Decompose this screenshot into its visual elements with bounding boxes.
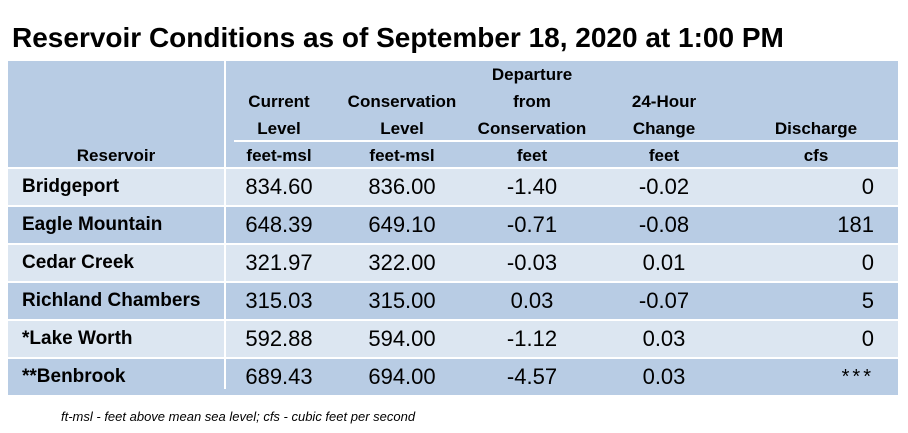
table-row: *Lake Worth 592.88 594.00 -1.12 0.03 0 bbox=[8, 319, 898, 357]
discharge-value: 181 bbox=[837, 212, 874, 237]
current-level: 321.97 bbox=[245, 250, 313, 275]
departure-value: -1.40 bbox=[506, 174, 558, 199]
table-header: Reservoir Current Level feet-msl Conserv… bbox=[8, 61, 898, 167]
discharge-value: 5 bbox=[861, 288, 874, 313]
change-value: 0.01 bbox=[642, 250, 686, 275]
page-title: Reservoir Conditions as of September 18,… bbox=[12, 22, 784, 53]
footnote: ft-msl - feet above mean sea level; cfs … bbox=[61, 409, 416, 424]
header-line: 24-Hour bbox=[631, 92, 697, 111]
conservation-level: 836.00 bbox=[368, 174, 436, 199]
current-level: 648.39 bbox=[245, 212, 313, 237]
header-line: Departure bbox=[491, 65, 573, 84]
discharge-value: 0 bbox=[861, 326, 874, 351]
departure-value: -4.57 bbox=[506, 364, 558, 389]
header-line: from bbox=[513, 92, 551, 111]
header-line: Level bbox=[257, 119, 301, 138]
header-line: Current bbox=[248, 92, 310, 111]
table-row: Bridgeport 834.60 836.00 -1.40 -0.02 0 bbox=[8, 167, 898, 205]
header-line: Conservation bbox=[347, 92, 457, 111]
header-line: feet bbox=[648, 146, 680, 165]
conservation-level: 694.00 bbox=[368, 364, 436, 389]
table-row: **Benbrook 689.43 694.00 -4.57 0.03 *** bbox=[8, 357, 898, 395]
reservoir-name: Bridgeport bbox=[22, 176, 120, 197]
header-24-hour-change: 24-Hour Change feet bbox=[594, 61, 734, 169]
departure-value: 0.03 bbox=[510, 288, 554, 313]
reservoir-name: Cedar Creek bbox=[22, 252, 134, 273]
reservoir-name: Richland Chambers bbox=[22, 290, 201, 311]
header-line: Discharge bbox=[774, 119, 858, 138]
discharge-value: 0 bbox=[861, 250, 874, 275]
conservation-level: 322.00 bbox=[368, 250, 436, 275]
header-conservation-level: Conservation Level feet-msl bbox=[334, 61, 470, 169]
current-level: 689.43 bbox=[245, 364, 313, 389]
conservation-level: 315.00 bbox=[368, 288, 436, 313]
header-line: Change bbox=[632, 119, 696, 138]
current-level: 592.88 bbox=[245, 326, 313, 351]
header-line: Conservation bbox=[477, 119, 587, 138]
column-divider bbox=[224, 61, 226, 389]
discharge-value: *** bbox=[841, 365, 874, 388]
reservoir-table: Reservoir Current Level feet-msl Conserv… bbox=[8, 61, 898, 395]
header-reservoir: Reservoir bbox=[8, 61, 224, 169]
header-line: Reservoir bbox=[76, 146, 156, 165]
header-line: feet-msl bbox=[369, 146, 435, 165]
header-line: Level bbox=[380, 119, 424, 138]
header-current-level: Current Level feet-msl bbox=[224, 61, 334, 169]
departure-value: -0.03 bbox=[506, 250, 558, 275]
conservation-level: 649.10 bbox=[368, 212, 436, 237]
change-value: -0.02 bbox=[638, 174, 690, 199]
current-level: 834.60 bbox=[245, 174, 313, 199]
change-value: -0.08 bbox=[638, 212, 690, 237]
change-value: 0.03 bbox=[642, 364, 686, 389]
header-line: feet bbox=[516, 146, 548, 165]
reservoir-name: **Benbrook bbox=[22, 366, 126, 387]
table-row: Eagle Mountain 648.39 649.10 -0.71 -0.08… bbox=[8, 205, 898, 243]
header-line: feet-msl bbox=[246, 146, 312, 165]
table-row: Richland Chambers 315.03 315.00 0.03 -0.… bbox=[8, 281, 898, 319]
header-units-divider bbox=[234, 140, 898, 142]
discharge-value: 0 bbox=[861, 174, 874, 199]
reservoir-name: Eagle Mountain bbox=[22, 214, 163, 235]
header-line: cfs bbox=[803, 146, 829, 165]
change-value: 0.03 bbox=[642, 326, 686, 351]
departure-value: -1.12 bbox=[506, 326, 558, 351]
table-row: Cedar Creek 321.97 322.00 -0.03 0.01 0 bbox=[8, 243, 898, 281]
departure-value: -0.71 bbox=[506, 212, 558, 237]
reservoir-name: *Lake Worth bbox=[22, 328, 133, 349]
change-value: -0.07 bbox=[638, 288, 690, 313]
current-level: 315.03 bbox=[245, 288, 313, 313]
header-discharge: Discharge cfs bbox=[734, 61, 898, 169]
header-departure: Departure from Conservation feet bbox=[470, 61, 594, 169]
conservation-level: 594.00 bbox=[368, 326, 436, 351]
